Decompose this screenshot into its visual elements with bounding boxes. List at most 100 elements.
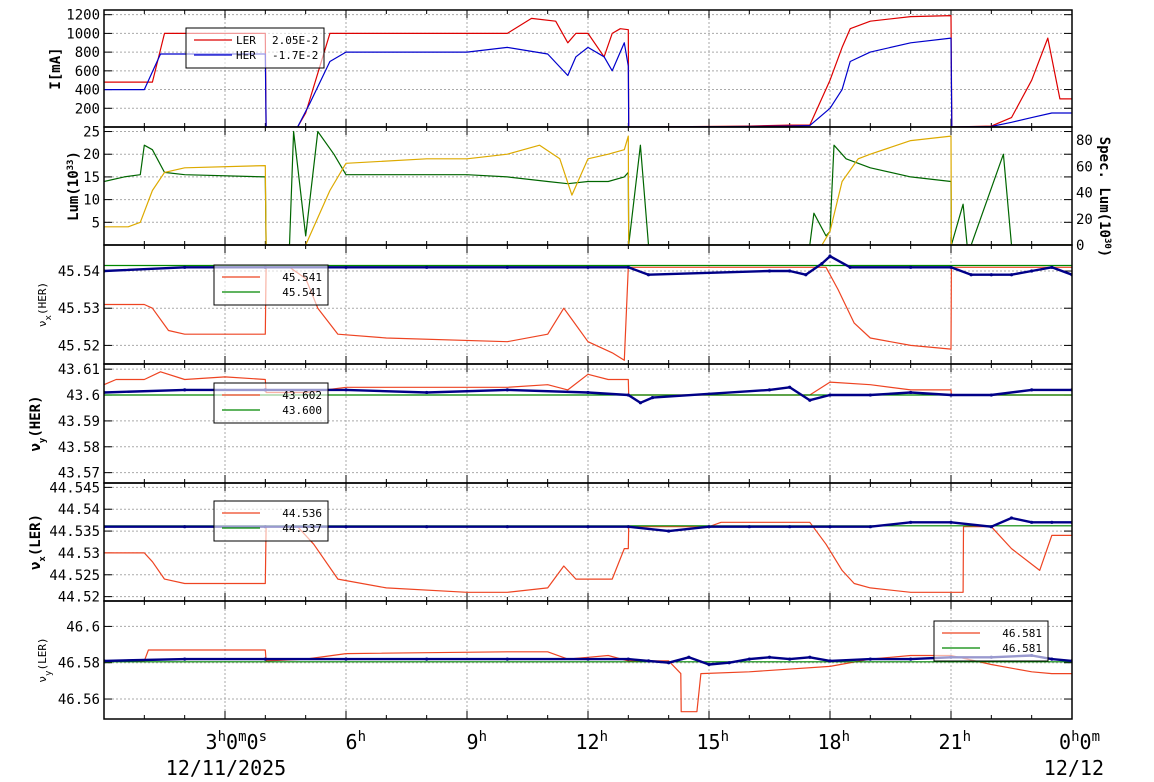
- legend-series-name: LER: [236, 34, 256, 47]
- data-point: [667, 529, 671, 533]
- y2-tick-label: 60: [1076, 159, 1093, 175]
- data-point: [586, 657, 590, 661]
- series-line-spec--lum: [104, 135, 1072, 245]
- data-point: [868, 393, 872, 397]
- x-tick-label: 6h: [346, 729, 366, 754]
- legend: 46.581 46.581: [933, 620, 1049, 662]
- data-point: [626, 393, 630, 397]
- data-point: [969, 273, 973, 277]
- data-point: [263, 657, 267, 661]
- y-tick-label: 46.58: [58, 656, 100, 672]
- series-line-orange: [104, 371, 1072, 396]
- data-point: [687, 655, 691, 659]
- y-tick-label: 44.52: [58, 590, 100, 606]
- data-point: [1030, 520, 1034, 524]
- legend-box: [213, 264, 329, 306]
- data-point: [989, 525, 993, 529]
- data-point: [1030, 388, 1034, 392]
- data-point: [767, 269, 772, 273]
- y-tick-label: 43.61: [58, 362, 100, 378]
- legend-value: 46.581: [1002, 627, 1042, 640]
- data-point: [586, 265, 590, 269]
- y-tick-label: 1000: [66, 26, 100, 42]
- legend-value: 44.536: [282, 507, 322, 520]
- x-tick-label: 21h: [938, 729, 971, 754]
- y-tick-label: 10: [83, 193, 100, 209]
- legend: 43.602 43.600: [213, 382, 329, 424]
- data-point: [909, 390, 913, 395]
- y-tick-label: 45.54: [58, 264, 100, 280]
- date-right-label: 12/12: [1044, 756, 1104, 780]
- data-point: [646, 659, 651, 663]
- y-tick-label: 44.53: [58, 546, 100, 562]
- series-group: [104, 130, 1072, 245]
- legend: 44.536 44.537: [213, 500, 329, 542]
- legend-value: 44.537: [282, 522, 322, 535]
- data-point: [747, 657, 751, 661]
- data-point: [804, 273, 808, 277]
- y2-tick-label: 40: [1076, 186, 1093, 202]
- x-tick-label: 0h0m: [1059, 729, 1100, 754]
- data-point: [848, 265, 852, 269]
- y-tick-label: 46.56: [58, 692, 100, 708]
- data-point: [626, 525, 630, 529]
- data-point: [808, 398, 812, 402]
- y-tick-label: 44.545: [49, 480, 100, 496]
- data-point: [727, 661, 731, 665]
- y-tick-label: 1200: [66, 8, 100, 24]
- data-point: [505, 657, 509, 661]
- y-axis-label: νx(LER): [28, 514, 48, 570]
- data-point: [747, 525, 751, 529]
- data-point: [1050, 657, 1054, 661]
- y-tick-label: 46.6: [66, 619, 100, 635]
- y-tick-label: 45.52: [58, 338, 100, 354]
- series-line-ler: [104, 15, 1072, 127]
- series-line-blue: [104, 386, 1072, 404]
- data-point: [707, 525, 711, 529]
- panel-frame: [103, 600, 1073, 720]
- data-point: [949, 265, 953, 269]
- data-point: [344, 525, 348, 529]
- y2-axis-label: Spec. Lum(1030): [1096, 137, 1112, 257]
- date-left-label: 12/11/2025: [166, 756, 286, 780]
- data-point: [767, 388, 772, 392]
- data-point: [586, 390, 590, 395]
- legend-box: [213, 500, 329, 542]
- y2-tick-label: 0: [1076, 238, 1084, 254]
- data-point: [344, 657, 348, 661]
- legend-value: 46.581: [1002, 642, 1042, 655]
- data-point: [828, 659, 832, 663]
- y2-tick-label: 20: [1076, 212, 1093, 228]
- series-line-orange: [104, 266, 1072, 361]
- x-tick-label: 9h: [467, 729, 487, 754]
- y-axis-label: νy(HER): [28, 395, 48, 451]
- data-point: [828, 254, 832, 258]
- y-axis-label: I[mA]: [48, 47, 64, 89]
- data-point: [707, 662, 711, 667]
- legend-box: [933, 620, 1049, 662]
- data-point: [425, 390, 429, 395]
- data-point: [828, 393, 832, 397]
- legend-box: [185, 27, 325, 69]
- legend-box: [213, 382, 329, 424]
- x-tick-label: 18h: [817, 729, 850, 754]
- data-point: [828, 525, 832, 529]
- x-tick-label: 15h: [696, 729, 729, 754]
- data-point: [1009, 273, 1014, 277]
- y-axis-label: Lum(1033): [66, 151, 82, 221]
- data-point: [586, 525, 590, 529]
- y-tick-label: 15: [83, 170, 100, 186]
- legend-value: 45.541: [282, 286, 322, 299]
- panel-I: 200 400 600 800 1000 1200 I[mA] LER 2.05E-2 HER -1…: [48, 8, 1073, 128]
- data-point: [650, 396, 655, 400]
- legend-value: 43.602: [282, 389, 322, 402]
- y-tick-label: 200: [75, 101, 100, 117]
- data-point: [505, 388, 509, 392]
- y-tick-label: 44.54: [58, 502, 100, 518]
- data-point: [1050, 265, 1054, 269]
- data-point: [183, 265, 187, 269]
- data-point: [949, 393, 953, 397]
- legend: LER 2.05E-2 HER -1.7E-2: [185, 27, 325, 69]
- data-point: [767, 655, 772, 659]
- y-axis-label: νy(LER): [36, 637, 54, 682]
